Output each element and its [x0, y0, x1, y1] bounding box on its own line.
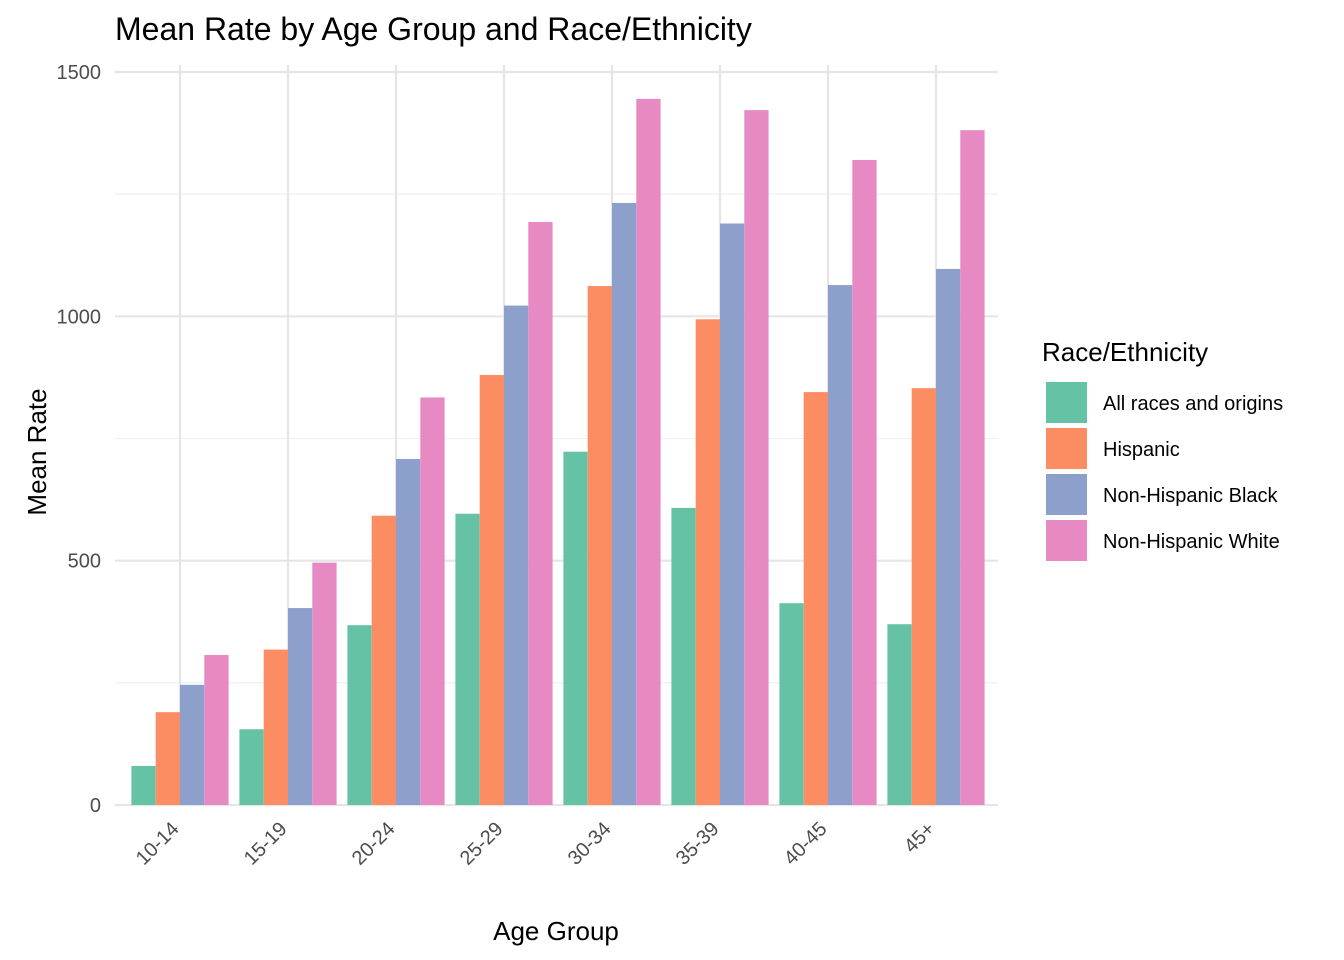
bar [263, 649, 288, 805]
bar [936, 268, 961, 805]
bar [180, 684, 205, 805]
bar [204, 654, 229, 805]
bar [852, 159, 877, 805]
bar [695, 319, 720, 805]
bar [828, 285, 853, 805]
bar [636, 98, 661, 805]
y-axis-title: Mean Rate [22, 388, 52, 515]
bar [803, 392, 828, 805]
bar [288, 608, 313, 805]
y-tick-label: 1500 [57, 62, 102, 84]
bar [504, 305, 529, 805]
legend-swatch [1046, 474, 1087, 515]
bar [371, 515, 396, 805]
bar [671, 507, 696, 805]
legend-title: Race/Ethnicity [1042, 337, 1208, 367]
bar [744, 110, 769, 806]
chart-title: Mean Rate by Age Group and Race/Ethnicit… [115, 11, 752, 47]
bar [479, 374, 504, 805]
bar [347, 625, 372, 805]
bar [612, 202, 637, 805]
bar [239, 729, 264, 805]
legend-label: All races and origins [1103, 393, 1283, 415]
legend-items: All races and origins Hispanic Non-Hispani… [1046, 382, 1283, 561]
x-tick-label: 30-34 [564, 818, 616, 870]
x-tick-label: 25-29 [456, 818, 508, 870]
bar [396, 459, 421, 805]
legend-label: Non-Hispanic White [1103, 531, 1280, 553]
legend-label: Non-Hispanic Black [1103, 485, 1279, 507]
legend-swatch [1046, 428, 1087, 469]
bars [131, 98, 985, 806]
legend-swatch [1046, 520, 1087, 561]
legend-swatch [1046, 382, 1087, 423]
x-tick-label: 40-45 [780, 818, 832, 870]
y-tick-label: 0 [90, 795, 101, 817]
bar [720, 223, 745, 806]
x-tick-label: 20-24 [348, 818, 400, 870]
y-axis-ticks: 0 500 1000 1500 [57, 62, 102, 817]
bar [587, 286, 612, 805]
bar [455, 513, 480, 805]
x-axis-ticks: 10-14 15-19 20-24 25-29 30-34 35-39 40-45 45+ [132, 818, 940, 870]
bar [420, 397, 445, 805]
bar [887, 624, 912, 805]
x-tick-label: 10-14 [132, 818, 184, 870]
bar [563, 451, 588, 805]
bar [155, 712, 180, 805]
bar [528, 222, 553, 805]
x-tick-label: 15-19 [240, 818, 292, 870]
legend-label: Hispanic [1103, 439, 1180, 461]
y-tick-label: 500 [68, 551, 101, 573]
x-tick-label: 35-39 [672, 818, 724, 870]
bar [911, 388, 936, 805]
bar [960, 130, 985, 805]
bar [131, 765, 156, 805]
x-tick-label: 45+ [900, 818, 940, 858]
x-axis-title: Age Group [493, 916, 619, 946]
bar [312, 562, 337, 805]
bar [779, 603, 804, 805]
y-tick-label: 1000 [57, 306, 102, 328]
legend: Race/Ethnicity All races and origins Hisp… [1042, 337, 1283, 561]
